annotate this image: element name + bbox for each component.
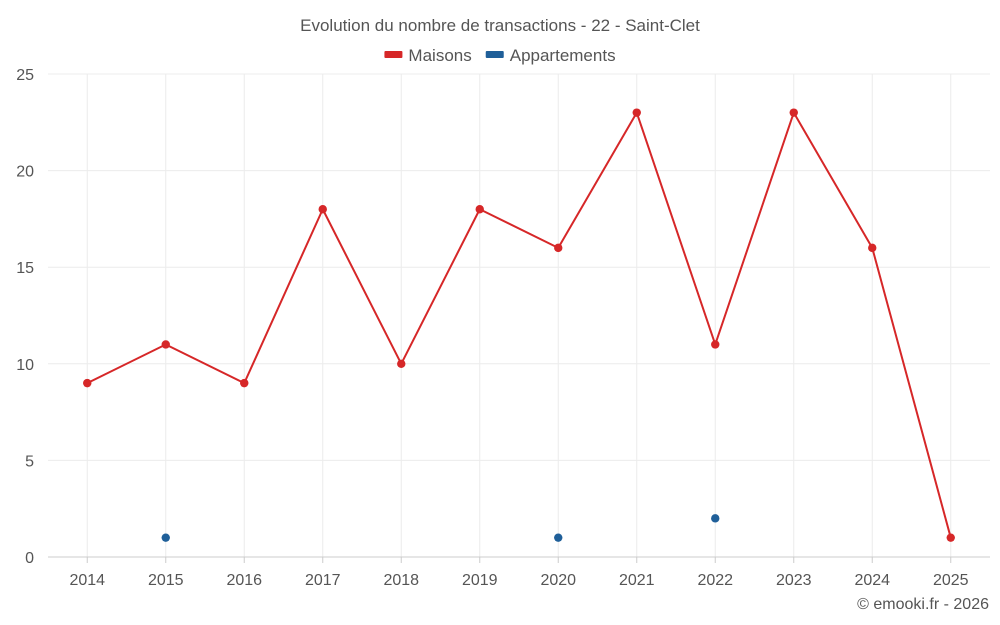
y-tick-label: 5: [25, 453, 34, 470]
data-point[interactable]: [868, 243, 877, 253]
chart-title: Evolution du nombre de transactions - 22…: [300, 16, 700, 35]
series-line: [86, 111, 952, 538]
series-maisons: [83, 108, 955, 542]
x-tick-label: 2022: [697, 572, 733, 589]
data-point[interactable]: [711, 514, 720, 523]
y-tick-label: 10: [16, 357, 34, 374]
data-point[interactable]: [554, 533, 563, 542]
legend-swatch[interactable]: [485, 51, 504, 58]
data-point[interactable]: [632, 108, 641, 117]
legend-swatch[interactable]: [384, 51, 403, 58]
data-point[interactable]: [161, 340, 170, 349]
y-tick-label: 25: [16, 67, 34, 84]
data-point[interactable]: [161, 533, 170, 542]
credit-text: © emooki.fr - 2026: [857, 596, 989, 613]
y-tick-label: 0: [25, 550, 34, 567]
data-point[interactable]: [711, 340, 720, 349]
x-tick-label: 2019: [462, 572, 498, 589]
data-point[interactable]: [475, 205, 484, 214]
x-tick-label: 2023: [776, 572, 812, 589]
series: [83, 108, 955, 542]
x-tick-label: 2021: [619, 572, 655, 589]
data-point[interactable]: [83, 378, 92, 388]
x-tick-label: 2020: [540, 572, 576, 589]
data-point[interactable]: [554, 243, 563, 253]
legend-label: Appartements: [510, 46, 616, 65]
y-tick-label: 15: [16, 260, 34, 277]
y-tick-label: 20: [16, 164, 34, 181]
data-point[interactable]: [789, 108, 798, 117]
data-point[interactable]: [240, 378, 249, 388]
legend: Maisons Appartements: [384, 46, 616, 65]
x-tick-label: 2024: [854, 572, 890, 589]
grid: [48, 73, 990, 557]
x-tick-label: 2017: [305, 572, 341, 589]
x-tick-label: 2015: [148, 572, 184, 589]
data-point[interactable]: [318, 205, 327, 214]
data-point[interactable]: [397, 359, 406, 368]
series-appartements: [161, 514, 720, 542]
x-tick-label: 2014: [69, 572, 105, 589]
x-tick-label: 2016: [226, 572, 262, 589]
x-tick-label: 2018: [383, 572, 419, 589]
legend-label: Maisons: [408, 46, 471, 65]
x-tick-label: 2025: [933, 572, 969, 589]
data-point[interactable]: [946, 533, 955, 542]
